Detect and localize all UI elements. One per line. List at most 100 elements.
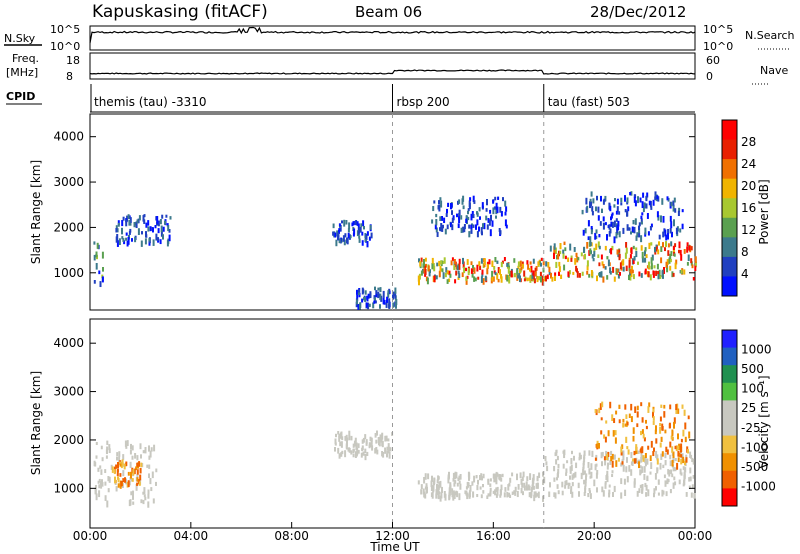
echo-cell: [612, 492, 614, 497]
echo-cell: [128, 230, 131, 235]
echo-cell: [630, 191, 633, 196]
echo-cell: [468, 492, 471, 497]
echo-cell: [640, 273, 643, 278]
echo-cell: [586, 205, 589, 213]
echo-cell: [571, 482, 574, 487]
echo-cell: [457, 276, 460, 280]
echo-cell: [520, 267, 523, 271]
echo-cell: [543, 276, 546, 282]
echo-cell: [555, 261, 558, 268]
echo-cell: [389, 447, 392, 452]
echo-cell: [673, 197, 676, 203]
echo-cell: [669, 258, 672, 263]
echo-cell: [122, 470, 125, 477]
echo-cell: [460, 227, 463, 233]
echo-cell: [662, 216, 665, 223]
echo-cell: [652, 416, 655, 421]
power-data: [93, 114, 697, 310]
echo-cell: [662, 275, 664, 279]
echo-cell: [467, 210, 469, 215]
echo-cell: [541, 275, 544, 281]
echo-cell: [444, 228, 447, 235]
echo-cell: [343, 239, 346, 246]
echo-cell: [496, 486, 499, 491]
echo-cell: [599, 221, 602, 226]
echo-cell: [388, 290, 391, 295]
echo-cell: [480, 473, 483, 477]
echo-cell: [570, 257, 573, 262]
echo-cell: [469, 197, 472, 202]
echo-cell: [436, 479, 439, 484]
echo-cell: [564, 484, 567, 489]
echo-cell: [136, 469, 139, 475]
echo-cell: [444, 493, 447, 501]
echo-cell: [640, 215, 643, 220]
echo-cell: [655, 450, 658, 458]
echo-cell: [694, 265, 697, 272]
echo-cell: [626, 446, 629, 450]
echo-cell: [122, 238, 125, 242]
echo-cell: [655, 438, 658, 444]
echo-cell: [542, 260, 545, 266]
colorbar-tick-label: -500: [741, 460, 768, 474]
echo-cell: [129, 477, 132, 481]
echo-cell: [585, 475, 587, 481]
echo-cell: [669, 489, 672, 494]
echo-cell: [362, 437, 365, 443]
echo-cell: [131, 467, 134, 474]
echo-cell: [443, 257, 446, 264]
echo-cell: [616, 224, 619, 231]
echo-cell: [629, 254, 632, 259]
echo-cell: [423, 259, 425, 266]
echo-cell: [612, 430, 615, 437]
echo-cell: [495, 487, 498, 492]
echo-cell: [619, 272, 621, 276]
echo-cell: [482, 490, 485, 494]
echo-cell: [671, 231, 673, 238]
echo-cell: [386, 296, 389, 303]
echo-cell: [596, 443, 599, 448]
echo-cell: [120, 481, 123, 487]
echo-cell: [362, 288, 365, 294]
echo-cell: [486, 224, 489, 230]
echo-cell: [641, 256, 644, 263]
echo-cell: [679, 249, 682, 256]
echo-cell: [513, 258, 516, 263]
echo-cell: [530, 488, 533, 493]
echo-cell: [528, 485, 531, 491]
echo-cell: [431, 257, 434, 264]
echo-cell: [644, 456, 647, 464]
echo-cell: [480, 258, 483, 264]
echo-cell: [646, 213, 649, 219]
echo-cell: [505, 206, 508, 212]
noise-right-tick-top: 10^5: [703, 23, 733, 36]
echo-cell: [618, 231, 621, 238]
echo-cell: [104, 469, 107, 474]
echo-cell: [452, 472, 455, 479]
echo-cell: [588, 450, 591, 456]
echo-cell: [662, 490, 665, 495]
echo-cell: [375, 439, 378, 444]
echo-cell: [671, 446, 674, 453]
noise-sky-trace: [89, 26, 696, 44]
echo-cell: [593, 247, 596, 252]
echo-cell: [590, 270, 593, 277]
echo-cell: [593, 479, 596, 487]
nave-tick-top: 60: [706, 54, 720, 67]
echo-cell: [648, 261, 650, 268]
echo-cell: [348, 430, 351, 436]
y-tick-label: 3000: [53, 385, 84, 399]
echo-cell: [683, 475, 686, 481]
echo-cell: [361, 445, 364, 451]
echo-cell: [694, 261, 697, 268]
echo-cell: [596, 470, 599, 475]
echo-cell: [641, 417, 644, 423]
echo-cell: [531, 481, 534, 488]
echo-cell: [558, 271, 560, 276]
echo-cell: [145, 222, 148, 228]
echo-cell: [636, 411, 639, 418]
echo-cell: [602, 276, 605, 283]
freq-tick-top: 18: [66, 54, 80, 67]
echo-cell: [580, 252, 583, 257]
echo-cell: [606, 453, 609, 461]
